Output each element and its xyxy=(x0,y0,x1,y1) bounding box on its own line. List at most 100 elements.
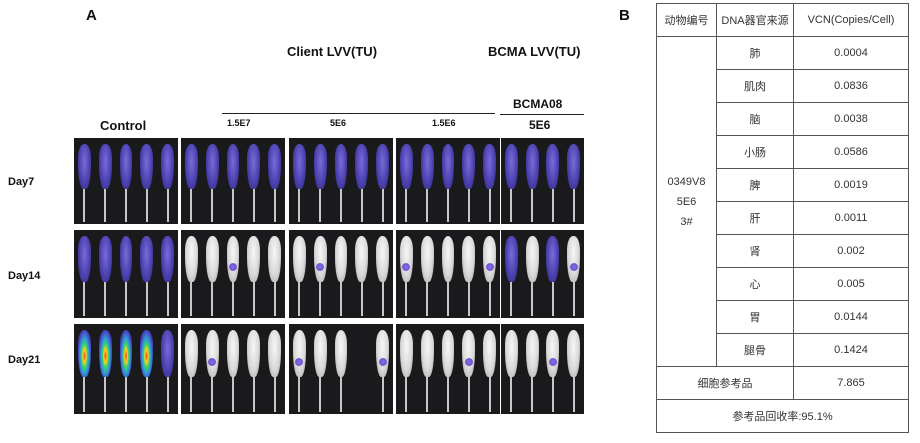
bcma08-label: BCMA08 xyxy=(513,97,563,111)
organ-cell: 肾 xyxy=(716,234,794,268)
mouse-tail xyxy=(232,376,234,412)
imaging-panel xyxy=(501,138,584,224)
vcn-cell: 0.0011 xyxy=(793,201,909,235)
signal-spot xyxy=(295,358,304,367)
mouse-tail xyxy=(467,281,470,316)
mouse-tail xyxy=(340,188,342,222)
imaging-panel xyxy=(289,324,393,414)
vcn-cell: 0.0019 xyxy=(793,168,909,202)
mouse-tail xyxy=(83,188,86,222)
mouse-image xyxy=(441,144,455,189)
mouse-tail xyxy=(360,188,363,222)
vcn-cell: 0.002 xyxy=(793,234,909,268)
mouse-tail xyxy=(551,188,554,222)
mouse-image xyxy=(399,330,413,377)
mouse-tail xyxy=(426,281,429,316)
imaging-panel xyxy=(501,230,584,318)
dose-label-2: 5E6 xyxy=(330,118,347,128)
bcma-lvv-title: BCMA LVV(TU) xyxy=(488,44,581,59)
table-row: 肾 0.002 xyxy=(657,234,909,268)
recovery-text: 参考品回收率:95.1% xyxy=(656,399,909,433)
vcn-cell: 0.0004 xyxy=(793,36,909,70)
table-row: 小肠 0.0586 xyxy=(657,135,909,169)
mouse-tail xyxy=(298,281,301,316)
mouse-image xyxy=(546,144,560,189)
mouse-image xyxy=(205,330,219,377)
mouse-image xyxy=(77,144,91,189)
mouse-image xyxy=(161,144,175,189)
panel-a-letter: A xyxy=(86,7,97,24)
mouse-image xyxy=(313,330,327,377)
dose-label-1: 1.5E7 xyxy=(227,118,251,128)
vcn-cell: 0.0586 xyxy=(793,135,909,169)
mouse-tail xyxy=(190,188,193,222)
mouse-tail xyxy=(232,188,234,222)
header-vcn: VCN(Copies/Cell) xyxy=(793,3,909,37)
mouse-tail xyxy=(572,376,575,412)
mouse-image xyxy=(334,236,348,282)
table-row: 腿骨 0.1424 xyxy=(657,333,909,367)
mouse-image xyxy=(226,330,240,377)
header-organ-source: DNA器官来源 xyxy=(716,3,794,37)
table-row: 肝 0.0011 xyxy=(657,201,909,235)
table-row: 心 0.005 xyxy=(657,267,909,301)
mouse-image xyxy=(184,330,198,377)
mouse-tail xyxy=(125,281,127,316)
mouse-tail xyxy=(298,376,301,412)
mouse-image xyxy=(567,144,581,189)
panel-b-letter: B xyxy=(619,7,630,24)
mouse-image xyxy=(292,144,306,189)
mouse-image xyxy=(226,236,240,282)
mouse-tail xyxy=(510,281,513,316)
mouse-image xyxy=(98,330,112,377)
mouse-image xyxy=(292,236,306,282)
mouse-image xyxy=(313,144,327,189)
animal-id-cell: 0349V8 5E6 3# xyxy=(656,36,717,367)
animal-id-line: 0349V8 xyxy=(667,175,706,188)
organ-cell: 心 xyxy=(716,267,794,301)
mouse-tail xyxy=(104,188,107,222)
mouse-tail xyxy=(83,281,86,316)
mouse-image xyxy=(247,236,261,282)
mouse-image xyxy=(292,330,306,377)
mouse-image xyxy=(77,330,91,377)
mouse-tail xyxy=(531,188,534,222)
signal-spot xyxy=(569,263,578,272)
mouse-image xyxy=(140,236,154,282)
mouse-image xyxy=(376,236,390,282)
mouse-tail xyxy=(405,188,408,222)
mouse-image xyxy=(313,236,327,282)
mouse-tail xyxy=(125,376,127,412)
signal-spot xyxy=(402,263,411,272)
mouse-tail xyxy=(273,376,276,412)
mouse-image xyxy=(546,236,560,282)
mouse-tail xyxy=(145,188,148,222)
mouse-image xyxy=(98,236,112,282)
header-animal-id: 动物编号 xyxy=(656,3,717,37)
mouse-tail xyxy=(211,281,214,316)
mouse-tail xyxy=(145,281,148,316)
table-row: 0349V8 5E6 3# 肺 0.0004 xyxy=(656,36,909,367)
mouse-tail xyxy=(381,376,384,412)
mouse-tail xyxy=(252,188,255,222)
animal-id-line: 3# xyxy=(680,215,693,228)
mouse-image xyxy=(441,236,455,282)
imaging-panel xyxy=(74,138,178,224)
mouse-tail xyxy=(447,281,449,316)
mouse-image xyxy=(247,330,261,377)
bcma-dose-label: 5E6 xyxy=(529,118,551,132)
imaging-panel xyxy=(501,324,584,414)
organ-cell: 脾 xyxy=(716,168,794,202)
organ-cell: 胃 xyxy=(716,300,794,334)
mouse-image xyxy=(334,144,348,189)
client-dose-bracket xyxy=(222,113,495,114)
mouse-image xyxy=(567,236,581,282)
animal-id-line: 5E6 xyxy=(676,195,697,208)
mouse-tail xyxy=(426,376,429,412)
mouse-tail xyxy=(467,376,470,412)
vcn-table: 动物编号 DNA器官来源 VCN(Copies/Cell) 0349V8 5E6 3… xyxy=(656,3,909,433)
imaging-panel xyxy=(289,138,393,224)
mouse-image xyxy=(504,144,518,189)
mouse-tail xyxy=(340,281,342,316)
mouse-tail xyxy=(426,188,429,222)
